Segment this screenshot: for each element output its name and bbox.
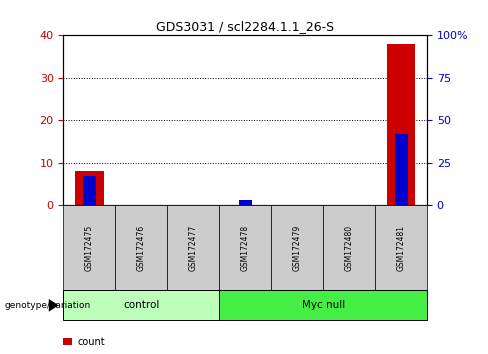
Text: GSM172481: GSM172481 bbox=[397, 225, 406, 271]
Text: control: control bbox=[123, 300, 160, 310]
Bar bbox=[83, 176, 96, 205]
Text: GSM172478: GSM172478 bbox=[241, 225, 250, 271]
Bar bbox=[387, 44, 415, 205]
Text: Myc null: Myc null bbox=[302, 300, 345, 310]
Bar bbox=[394, 134, 407, 205]
Bar bbox=[239, 200, 252, 205]
Text: GSM172479: GSM172479 bbox=[293, 225, 302, 271]
Text: GSM172480: GSM172480 bbox=[345, 225, 354, 271]
Text: count: count bbox=[77, 337, 105, 347]
Text: genotype/variation: genotype/variation bbox=[5, 301, 91, 310]
Text: GSM172476: GSM172476 bbox=[137, 225, 146, 271]
Title: GDS3031 / scl2284.1.1_26-S: GDS3031 / scl2284.1.1_26-S bbox=[156, 20, 334, 33]
Bar bbox=[75, 171, 103, 205]
Polygon shape bbox=[49, 299, 59, 312]
Text: GSM172475: GSM172475 bbox=[85, 225, 94, 271]
Text: GSM172477: GSM172477 bbox=[189, 225, 198, 271]
